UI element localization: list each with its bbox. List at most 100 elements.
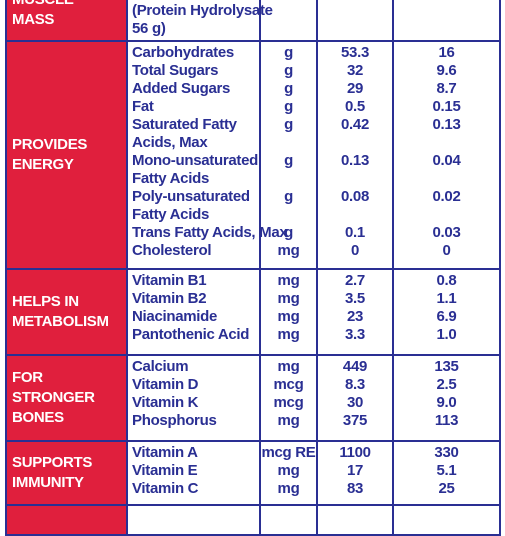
value-per-serving: 1.0 <box>436 326 457 343</box>
nutrition-group-row: FOR STRONGER BONES Calcium Vitamin D Vitami… <box>5 354 501 442</box>
nutrition-group-row: PROVIDES ENERGY Carbohydrates Total Sugars… <box>5 40 501 270</box>
unit-value: mg <box>277 358 300 375</box>
value-per-100g: 53.3 <box>341 44 369 61</box>
unit-value: mg <box>277 272 300 289</box>
nutrient-name: Fat <box>132 98 154 115</box>
nutrient-name: 56 g) <box>132 20 166 37</box>
value-per-100g: 17 <box>346 462 364 479</box>
nutrient-name: Vitamin B1 <box>132 272 207 289</box>
spacer <box>318 170 392 188</box>
per-100g-cell: 449 8.3 30 375 <box>316 354 394 442</box>
unit-value: mg <box>277 480 300 497</box>
unit-cell <box>259 0 318 42</box>
unit-value: g <box>284 98 293 115</box>
value-per-serving: 330 <box>434 444 459 461</box>
value-per-100g: 83 <box>346 480 364 497</box>
value-per-serving: 9.6 <box>436 62 457 79</box>
per-100g-cell <box>316 0 394 42</box>
per-serving-cell: 135 2.5 9.0 113 <box>392 354 501 442</box>
nutrient-names-cell: Carbohydrates Total Sugars Added Sugars Fat… <box>126 40 288 270</box>
category-label: SUPPORTS IMMUNITY <box>5 440 128 506</box>
nutrient-name: Fatty Acids <box>132 170 209 187</box>
value-per-100g: 0.1 <box>345 224 365 241</box>
nutrient-name: Vitamin K <box>132 394 199 411</box>
nutrient-name: Vitamin D <box>132 376 199 393</box>
value-per-serving: 0.03 <box>432 224 461 241</box>
category-label <box>5 504 128 536</box>
spacer <box>318 206 392 224</box>
value-per-100g: 32 <box>346 62 364 79</box>
value-per-100g: 30 <box>346 394 364 411</box>
nutrient-name: Vitamin B2 <box>132 290 207 307</box>
value-per-serving: 2.5 <box>436 376 457 393</box>
nutrient-name: Pantothenic Acid <box>132 326 250 343</box>
value-per-100g: 0.5 <box>345 98 365 115</box>
unit-cell: mg mg mg mg <box>259 268 318 356</box>
value-per-serving: 0 <box>442 242 451 259</box>
nutrient-name: Fatty Acids <box>132 206 209 223</box>
value-per-serving: 9.0 <box>436 394 457 411</box>
unit-cell: g g g g g g g g mg <box>259 40 318 270</box>
value-per-serving: 135 <box>434 358 459 375</box>
nutrient-name: Acids, Max <box>132 134 208 151</box>
nutrient-name: Calcium <box>132 358 189 375</box>
unit-cell: mcg RE mg mg <box>259 440 318 506</box>
nutrient-name: Phosphorus <box>132 412 217 429</box>
unit-cell <box>259 504 318 536</box>
spacer <box>261 134 316 152</box>
unit-value: mcg RE <box>261 444 316 461</box>
unit-value: mcg <box>273 394 304 411</box>
unit-value: mg <box>277 326 300 343</box>
nutrient-name: Added Sugars <box>132 80 231 97</box>
category-label: FOR STRONGER BONES <box>5 354 128 442</box>
nutrient-names-cell: Vitamin B1 Vitamin B2 Niacinamide Pantothen… <box>126 268 261 356</box>
spacer <box>394 206 499 224</box>
value-per-100g: 29 <box>346 80 364 97</box>
per-serving-cell: 0.8 1.1 6.9 1.0 <box>392 268 501 356</box>
nutrient-name: Vitamin E <box>132 462 198 479</box>
nutrient-name: Vitamin C <box>132 480 199 497</box>
value-per-100g: 23 <box>346 308 364 325</box>
value-per-serving: 0.8 <box>436 272 457 289</box>
value-per-serving: 0.02 <box>432 188 461 205</box>
value-per-serving: 16 <box>438 44 455 61</box>
value-per-100g: 0.08 <box>341 188 369 205</box>
nutrient-name: Poly-unsaturated <box>132 188 250 205</box>
unit-value: mg <box>277 462 300 479</box>
unit-value: g <box>284 62 293 79</box>
category-text: PROVIDES ENERGY <box>12 136 88 173</box>
nutrient-names-cell <box>126 504 261 536</box>
value-per-100g: 1100 <box>339 444 371 461</box>
unit-value: g <box>284 116 293 133</box>
value-per-100g: 3.5 <box>345 290 365 307</box>
value-per-serving: 113 <box>434 412 459 429</box>
category-text: FOR STRONGER BONES <box>12 369 95 426</box>
per-100g-cell: 1100 17 83 <box>316 440 394 506</box>
unit-value: g <box>284 188 293 205</box>
value-per-100g: 2.7 <box>345 272 365 289</box>
unit-value: mg <box>277 308 300 325</box>
nutrition-group-row <box>5 504 501 536</box>
value-per-serving: 5.1 <box>436 462 457 479</box>
value-per-serving: 0.15 <box>432 98 461 115</box>
unit-value: g <box>284 44 293 61</box>
value-per-serving: 6.9 <box>436 308 457 325</box>
nutrient-name: Saturated Fatty <box>132 116 237 133</box>
per-serving-cell: 330 5.1 25 <box>392 440 501 506</box>
nutrient-name: Vitamin A <box>132 444 198 461</box>
nutrient-names-cell: Calcium Vitamin D Vitamin K Phosphorus <box>126 354 261 442</box>
per-serving-cell <box>392 0 501 42</box>
nutrient-names-cell: (Protein Hydrolysate 56 g) <box>126 0 273 42</box>
nutrient-name: Niacinamide <box>132 308 218 325</box>
unit-value: mg <box>277 412 300 429</box>
nutrient-name: (Protein Hydrolysate <box>132 2 273 19</box>
value-per-100g: 0.42 <box>341 116 369 133</box>
unit-value: mg <box>277 242 300 259</box>
category-label: PROVIDES ENERGY <box>5 40 128 270</box>
category-text: HELPS IN METABOLISM <box>12 293 109 330</box>
per-serving-cell <box>392 504 501 536</box>
category-label: HELPS IN METABOLISM <box>5 268 128 356</box>
value-per-100g: 3.3 <box>345 326 365 343</box>
